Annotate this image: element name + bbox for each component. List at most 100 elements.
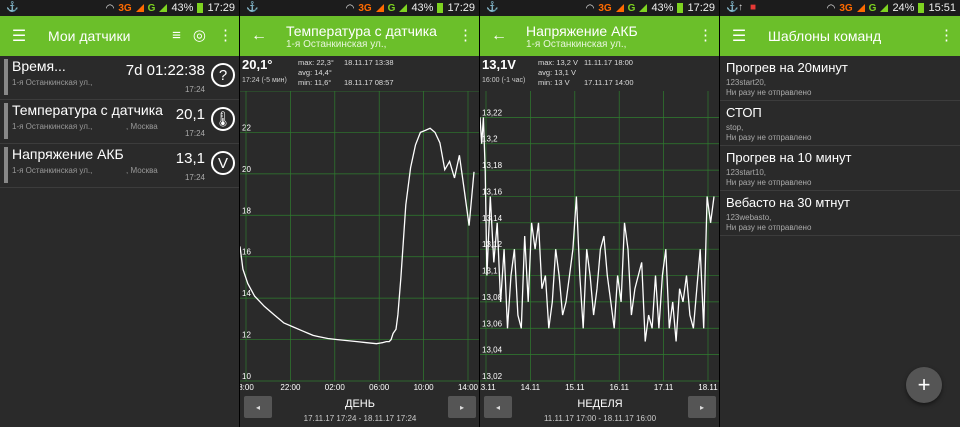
sensor-city: , Москва (126, 122, 158, 131)
question-icon: ? (211, 63, 235, 87)
signal-icon (375, 4, 384, 12)
sensor-name: Время... (12, 58, 66, 74)
sensor-item[interactable]: Напряжение АКБ 1-я Останкинская ул., , Мос… (0, 144, 239, 188)
network-3g-label: 3G (839, 2, 853, 14)
battery-icon (437, 3, 444, 13)
command-item[interactable]: СТОП stop, Ни разу не отправлено (720, 101, 960, 146)
sensor-value: 7d 01:22:38 (125, 62, 205, 79)
date-range: 17.11.17 17:24 - 18.11.17 17:24 (303, 414, 417, 423)
network-g-label: G (627, 2, 636, 14)
sensor-item[interactable]: Температура с датчика 1-я Останкинская ул… (0, 100, 239, 144)
avg-value: avg: 13,1 V (538, 68, 576, 77)
sort-icon[interactable]: ≡ (172, 26, 181, 44)
current-value: 13,1V (482, 57, 516, 72)
clock: 17:29 (687, 2, 715, 14)
period-label: ДЕНЬ (345, 398, 375, 410)
add-command-button[interactable]: + (906, 367, 942, 403)
sensor-item[interactable]: Время... 1-я Останкинская ул., 7d 01:22:38… (0, 56, 239, 100)
page-subtitle: 1-я Останкинская ул., (286, 38, 387, 50)
max-time: 18.11.17 13:38 (344, 58, 394, 67)
wifi-icon: ◠ (105, 2, 115, 14)
command-name: Прогрев на 20минут (726, 60, 848, 75)
y-tick-label: 18 (242, 206, 251, 215)
max-time: 11.11.17 18:00 (584, 58, 633, 67)
network-g-label: G (387, 2, 396, 14)
sensor-address: 1-я Останкинская ул., (12, 78, 93, 87)
back-arrow-icon[interactable]: ← (491, 27, 507, 44)
y-tick-label: 13,22 (482, 108, 503, 117)
signal-icon (159, 4, 168, 12)
signal-icon (399, 4, 408, 12)
battery-icon (918, 3, 925, 13)
sensor-indicator (4, 59, 8, 95)
avg-value: avg: 14,4° (298, 68, 332, 77)
thermometer-icon: 🌡︎ (211, 107, 235, 131)
sensor-indicator (4, 103, 8, 139)
y-tick-label: 16 (242, 248, 251, 257)
page-title: Температура с датчика (286, 22, 437, 39)
battery-icon (197, 3, 204, 13)
command-status: Ни разу не отправлено (726, 88, 812, 97)
command-status: Ни разу не отправлено (726, 223, 812, 232)
prev-period-button[interactable]: ◂ (244, 396, 272, 418)
y-tick-label: 20 (242, 165, 251, 174)
series-line (240, 127, 475, 345)
overflow-menu-icon[interactable]: ⋮ (218, 27, 233, 44)
next-period-button[interactable]: ▸ (448, 396, 476, 418)
overflow-menu-icon[interactable]: ⋮ (698, 27, 713, 44)
back-arrow-icon[interactable]: ← (251, 27, 267, 44)
x-tick-label: 14:00 (458, 383, 479, 392)
y-tick-label: 13,1 (482, 267, 498, 276)
panel-voltage: ⚓ ◠ 3G G 43% 17:29 ← Напряжение АКБ 1-я … (480, 0, 720, 427)
overflow-menu-icon[interactable]: ⋮ (939, 27, 954, 44)
status-bar: ⚓ ◠ 3G G 43% 17:29 (0, 0, 239, 16)
menu-icon[interactable]: ☰ (11, 28, 27, 45)
temperature-chart: 10121416182022248:0022:0002:0006:0010:00… (240, 91, 479, 393)
next-period-button[interactable]: ▸ (688, 396, 716, 418)
stats-summary: 20,1° 17:24 (-5 мин) max: 22,3° 18.11.17… (240, 56, 479, 90)
command-code: 123start20, (726, 78, 767, 87)
y-tick-label: 13,02 (482, 372, 503, 381)
command-list: Прогрев на 20минут 123start20, Ни разу не … (720, 56, 960, 236)
signal-icon (135, 4, 144, 12)
sensor-name: Напряжение АКБ (12, 146, 124, 162)
notification-icon: ⚓ (246, 2, 259, 13)
notification-icon: ⚓ (486, 2, 499, 13)
network-g-label: G (147, 2, 156, 14)
panel-my-sensors: ⚓ ◠ 3G G 43% 17:29 ☰ Мои датчики ≡ ◎ ⋮ В… (0, 0, 240, 427)
overflow-menu-icon[interactable]: ⋮ (458, 27, 473, 44)
network-3g-label: 3G (598, 2, 612, 14)
gps-icon[interactable]: ◎ (192, 27, 206, 44)
signal-icon (615, 4, 624, 12)
command-code: 123webasto, (726, 213, 772, 222)
command-item[interactable]: Прогрев на 10 минут 123start10, Ни разу не… (720, 146, 960, 191)
y-tick-label: 13,16 (482, 187, 503, 196)
sensor-time: 17:24 (184, 129, 205, 138)
clock: 17:29 (447, 2, 475, 14)
command-item[interactable]: Вебасто на 30 мтнут 123webasto, Ни разу не… (720, 191, 960, 236)
command-name: Вебасто на 30 мтнут (726, 195, 850, 210)
period-label: НЕДЕЛЯ (577, 398, 623, 410)
page-title: Напряжение АКБ (526, 22, 638, 39)
network-3g-label: 3G (358, 2, 372, 14)
upload-icon: ↑ (738, 2, 743, 13)
wifi-icon: ◠ (345, 2, 355, 14)
voltage-icon: V (211, 151, 235, 175)
date-range: 11.11.17 17:00 - 18.11.17 16:00 (543, 414, 657, 423)
y-tick-label: 13,14 (482, 214, 503, 223)
y-tick-label: 13,08 (482, 293, 503, 302)
sensor-name: Температура с датчика (12, 102, 163, 118)
command-item[interactable]: Прогрев на 20минут 123start20, Ни разу не … (720, 56, 960, 101)
prev-period-button[interactable]: ◂ (484, 396, 512, 418)
alert-icon: ■ (750, 2, 757, 13)
x-tick-label: 22:00 (280, 383, 301, 392)
signal-icon (880, 4, 889, 12)
min-time: 18.11.17 08:57 (344, 78, 394, 87)
command-name: СТОП (726, 105, 762, 120)
min-value: min: 11,6° (298, 78, 332, 87)
x-tick-label: 15.11 (565, 383, 585, 392)
sensor-address: 1-я Останкинская ул., (12, 122, 93, 131)
menu-icon[interactable]: ☰ (731, 28, 747, 45)
y-tick-label: 14 (242, 289, 251, 298)
current-value: 20,1° (242, 57, 273, 72)
